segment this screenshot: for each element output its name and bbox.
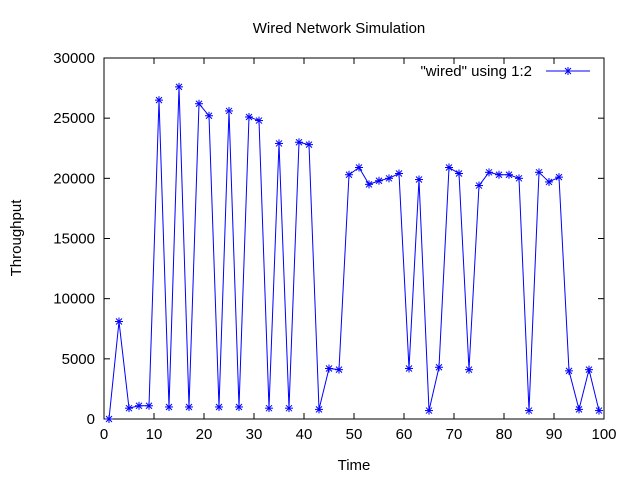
data-point <box>565 366 573 375</box>
data-point <box>145 401 153 410</box>
data-point <box>305 140 313 149</box>
data-point <box>295 138 303 147</box>
y-tick-label: 30000 <box>53 50 95 67</box>
data-point <box>255 116 263 125</box>
data-point <box>425 406 433 415</box>
y-tick-label: 25000 <box>53 110 95 127</box>
data-point <box>595 406 603 415</box>
data-point <box>205 111 213 120</box>
y-tick-label: 15000 <box>53 231 95 248</box>
data-point <box>505 170 513 179</box>
data-point <box>335 365 343 374</box>
y-tick-label: 10000 <box>53 291 95 308</box>
x-tick-label: 50 <box>346 426 363 443</box>
series-line <box>108 86 600 420</box>
x-tick-label: 60 <box>396 426 413 443</box>
x-tick-label: 100 <box>591 426 616 443</box>
x-tick-label: 90 <box>546 426 563 443</box>
y-tick-label: 5000 <box>62 351 95 368</box>
data-point <box>265 404 273 413</box>
data-point <box>545 177 553 186</box>
data-point <box>275 139 283 148</box>
x-tick-label: 40 <box>296 426 313 443</box>
data-point <box>325 364 333 373</box>
data-point <box>585 365 593 374</box>
data-point <box>475 181 483 190</box>
data-point <box>285 404 293 413</box>
data-point <box>225 106 233 115</box>
data-point <box>125 404 133 413</box>
data-point <box>195 99 203 108</box>
data-point <box>345 170 353 179</box>
data-point <box>155 96 163 105</box>
data-point <box>375 176 383 185</box>
data-point <box>495 170 503 179</box>
x-tick-label: 30 <box>246 426 263 443</box>
data-point <box>235 402 243 411</box>
series-layer <box>105 82 603 423</box>
data-point <box>455 169 463 178</box>
legend-label: "wired" using 1:2 <box>420 63 532 80</box>
ticks: 0 10 20 30 40 50 60 70 80 90 100 0 5000 10000 15000 200… <box>53 50 616 443</box>
data-point <box>465 365 473 374</box>
y-tick-label: 20000 <box>53 170 95 187</box>
data-point <box>355 163 363 172</box>
x-tick-label: 0 <box>100 426 108 443</box>
plot-frame <box>103 57 605 420</box>
data-point <box>445 163 453 172</box>
x-axis-label: Time <box>338 457 371 474</box>
data-point <box>515 174 523 183</box>
data-point <box>385 174 393 183</box>
data-point <box>315 405 323 414</box>
x-tick-label: 70 <box>446 426 463 443</box>
data-point <box>525 406 533 415</box>
data-point <box>105 415 113 423</box>
data-point <box>405 364 413 373</box>
data-point <box>395 169 403 178</box>
data-point <box>435 363 443 372</box>
axes <box>103 57 605 420</box>
data-point <box>165 402 173 411</box>
legend: "wired" using 1:2 <box>420 63 590 80</box>
x-tick-label: 80 <box>496 426 513 443</box>
data-point <box>185 402 193 411</box>
chart-title: Wired Network Simulation <box>253 20 426 37</box>
data-point <box>555 173 563 182</box>
data-point <box>215 402 223 411</box>
data-point <box>415 175 423 184</box>
data-point <box>365 180 373 189</box>
data-point <box>175 82 183 91</box>
x-tick-label: 10 <box>146 426 163 443</box>
data-point <box>575 405 583 414</box>
legend-marker <box>564 67 572 75</box>
data-point <box>135 401 143 410</box>
data-point <box>535 168 543 177</box>
data-point <box>115 317 123 326</box>
x-tick-label: 20 <box>196 426 213 443</box>
y-tick-label: 0 <box>87 411 95 428</box>
y-axis-label: Throughput <box>8 199 25 277</box>
data-point <box>485 168 493 177</box>
data-point <box>245 112 253 121</box>
